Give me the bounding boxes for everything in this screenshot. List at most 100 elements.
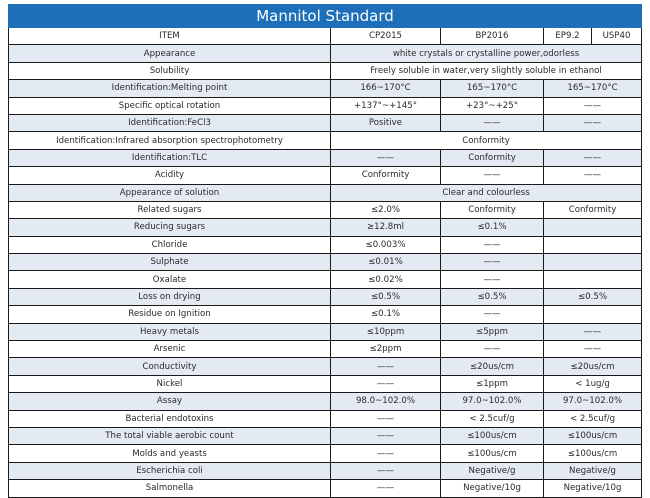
row-bp2016-value: Conformity [440,148,544,168]
row-bp2016-value: —— [440,253,544,272]
row-merged-value: Freely soluble in water,very slightly so… [329,61,643,81]
row-bp2016-value: 165~170°C [440,79,544,98]
row-ep-usp-value [542,270,643,289]
row-item-label: Conductivity [8,357,331,376]
row-item-label: Assay [8,392,331,411]
table-row: Solubility Freely soluble in water,very s… [8,61,643,81]
row-cp2015-value: 166~170°C [330,79,441,98]
row-ep-usp-value: —— [542,322,643,342]
row-ep-usp-value: 165~170°C [542,79,643,98]
row-cp2015-value: ≤2ppm [330,340,441,359]
row-cp2015-value: ≤0.1% [330,305,441,324]
row-bp2016-value: ≤0.1% [440,218,544,237]
row-bp2016-value: ≤100us/cm [440,426,544,446]
table-row: Salmonella —— Negative/10g Negative/10g [8,479,643,498]
row-bp2016-value: +23°~+25° [440,96,544,115]
table-row: Identification:TLC —— Conformity —— [8,148,643,168]
table-row: Appearance of solution Clear and colourle… [8,183,643,202]
header-cp2015: CP2015 [330,26,441,46]
row-bp2016-value: ≤20us/cm [440,357,544,376]
row-bp2016-value: —— [440,340,544,359]
row-item-label: Identification:Melting point [8,79,331,98]
table-row: Bacterial endotoxins —— < 2.5cuf/g < 2.5cuf… [8,409,643,428]
row-item-label: Arsenic [8,340,331,359]
row-ep-usp-value: 97.0~102.0% [542,392,643,411]
row-cp2015-value: 98.0~102.0% [330,392,441,411]
row-item-label: Bacterial endotoxins [8,409,331,428]
row-merged-value: white crystals or crystalline power,odor… [329,44,643,63]
header-bp2016: BP2016 [440,26,544,46]
row-merged-value: Clear and colourless [329,183,643,202]
table-row: Acidity Conformity —— —— [8,166,643,185]
row-cp2015-value: ≤0.5% [330,287,441,307]
row-bp2016-value: ≤100us/cm [440,444,544,463]
row-cp2015-value: —— [330,444,441,463]
table-row: Oxalate ≤0.02% —— [8,270,643,289]
header-ep92: EP9.2 [543,26,592,46]
table-row: Residue on Ignition ≤0.1% —— [8,305,643,324]
row-item-label: Residue on Ignition [8,305,331,324]
row-cp2015-value: Positive [330,113,441,133]
table-row: Specific optical rotation +137°~+145° +23°… [8,96,643,115]
table-row: The total viable aerobic count —— ≤100us/c… [8,426,643,446]
row-item-label: Appearance of solution [8,183,331,202]
row-item-label: Nickel [8,374,331,394]
row-item-label: Acidity [8,166,331,185]
row-bp2016-value: —— [440,270,544,289]
row-item-label: Salmonella [8,479,331,498]
row-item-label: Sulphate [8,253,331,272]
row-bp2016-value: ≤1ppm [440,374,544,394]
table-row: Loss on drying ≤0.5% ≤0.5% ≤0.5% [8,287,643,307]
row-item-label: Related sugars [8,200,331,220]
row-ep-usp-value: ≤100us/cm [542,444,643,463]
row-ep-usp-value [542,218,643,237]
row-item-label: Appearance [8,44,331,63]
row-cp2015-value: —— [330,357,441,376]
header-item: ITEM [8,26,331,46]
row-cp2015-value: ≤0.003% [330,235,441,255]
row-item-label: Identification:TLC [8,148,331,168]
row-ep-usp-value: < 2.5cuf/g [542,409,643,428]
row-ep-usp-value: ≤100us/cm [542,426,643,446]
row-ep-usp-value: —— [542,113,643,133]
row-cp2015-value: —— [330,409,441,428]
row-bp2016-value: ≤0.5% [440,287,544,307]
row-ep-usp-value: —— [542,340,643,359]
table-row: Identification:Melting point 166~170°C 165… [8,79,643,98]
row-bp2016-value: 97.0~102.0% [440,392,544,411]
mannitol-standard-table: Mannitol Standard ITEM CP2015 BP2016 EP9… [7,4,643,498]
row-cp2015-value: ≥12.8ml [330,218,441,237]
table-row: Identification:FeCl3 Positive —— —— [8,113,643,133]
row-ep-usp-value: —— [542,148,643,168]
row-item-label: Identification:FeCl3 [8,113,331,133]
header-usp40: USP40 [590,26,643,46]
row-ep-usp-value: ≤0.5% [542,287,643,307]
row-item-label: Reducing sugars [8,218,331,237]
row-cp2015-value: ≤0.02% [330,270,441,289]
row-item-label: Identification:Infrared absorption spect… [8,131,331,150]
row-cp2015-value: —— [330,374,441,394]
row-ep-usp-value: —— [542,166,643,185]
row-ep-usp-value [542,235,643,255]
table-row: Chloride ≤0.003% —— [8,235,643,255]
row-item-label: Oxalate [8,270,331,289]
row-cp2015-value: —— [330,479,441,498]
row-cp2015-value: +137°~+145° [330,96,441,115]
row-ep-usp-value: ≤20us/cm [542,357,643,376]
row-bp2016-value: —— [440,305,544,324]
row-item-label: Escherichia coli [8,461,331,481]
table-row: Identification:Infrared absorption spect… [8,131,643,150]
row-bp2016-value: Conformity [440,200,544,220]
row-item-label: The total viable aerobic count [8,426,331,446]
row-item-label: Loss on drying [8,287,331,307]
row-cp2015-value: ≤2.0% [330,200,441,220]
row-item-label: Chloride [8,235,331,255]
row-cp2015-value: Conformity [330,166,441,185]
spec-table-container: Mannitol Standard ITEM CP2015 BP2016 EP9… [7,4,643,498]
table-row: Heavy metals ≤10ppm ≤5ppm —— [8,322,643,342]
table-row: Arsenic ≤2ppm —— —— [8,340,643,359]
table-row: Sulphate ≤0.01% —— [8,253,643,272]
row-ep-usp-value [542,305,643,324]
row-cp2015-value: —— [330,426,441,446]
row-ep-usp-value: —— [542,96,643,115]
